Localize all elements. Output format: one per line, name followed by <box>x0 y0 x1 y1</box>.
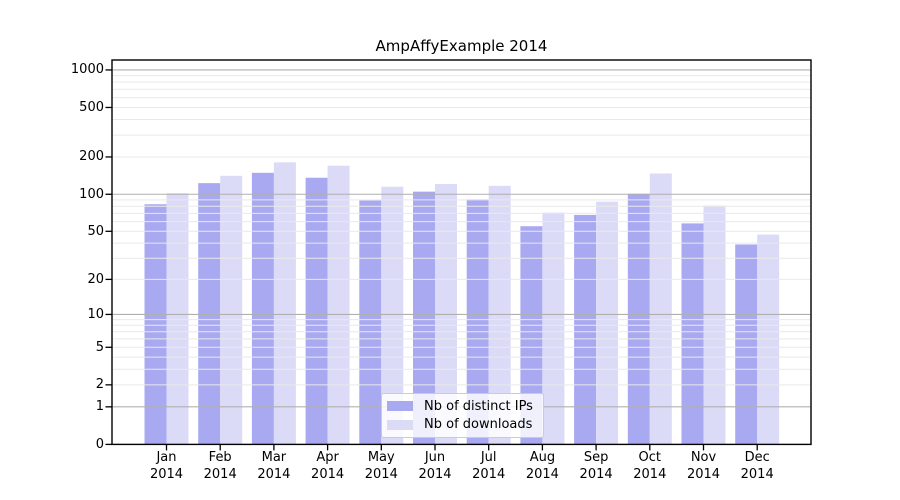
bar-downloads-may <box>381 186 404 445</box>
y-tick-label: 0 <box>95 436 104 452</box>
axes-border <box>111 59 812 446</box>
bar-distinct-ips-mar <box>251 172 274 445</box>
bar-distinct-ips-oct <box>627 193 650 445</box>
bar-downloads-dec <box>757 234 780 445</box>
y-tick-label: 1 <box>95 399 104 415</box>
x-tick-label-jul: Jul 2014 <box>472 450 506 482</box>
x-tick-label-mar: Mar 2014 <box>257 450 291 482</box>
legend-label-downloads: Nb of downloads <box>424 417 533 433</box>
x-tick-label-jan: Jan 2014 <box>149 450 184 482</box>
legend-swatch-downloads <box>387 419 413 430</box>
y-tick-label: 500 <box>79 99 104 115</box>
bar-distinct-ips-dec <box>735 244 758 445</box>
bar-distinct-ips-jun <box>413 191 435 445</box>
bar-downloads-mar <box>273 162 296 445</box>
y-tick-label: 200 <box>79 149 104 165</box>
bar-downloads-oct <box>649 173 672 445</box>
y-tick-label: 100 <box>79 186 104 202</box>
bar-distinct-ips-sep <box>574 214 597 445</box>
bar-distinct-ips-apr <box>305 177 328 445</box>
bar-distinct-ips-aug <box>520 226 543 445</box>
y-tick-label: 5 <box>95 339 104 355</box>
bar-downloads-apr <box>327 165 350 445</box>
x-tick-label-sep: Sep 2014 <box>579 450 613 482</box>
chart-title: AmpAffyExample 2014 <box>375 37 548 55</box>
bar-distinct-ips-jan <box>144 204 167 445</box>
y-tick-label: 10 <box>87 306 104 322</box>
x-tick-label-may: May 2014 <box>364 450 398 482</box>
legend-row-distinct-ips: Nb of distinct IPs <box>382 399 543 414</box>
bar-distinct-ips-may <box>359 200 382 445</box>
bar-downloads-aug <box>542 212 565 445</box>
bar-distinct-ips-feb <box>198 183 221 445</box>
legend-label-distinct-ips: Nb of distinct IPs <box>424 398 533 414</box>
y-tick-label: 50 <box>87 223 104 239</box>
x-tick-label-aug: Aug 2014 <box>525 450 559 482</box>
bar-downloads-jan <box>166 193 189 445</box>
x-tick-label-nov: Nov 2014 <box>686 450 721 482</box>
bar-downloads-feb <box>220 175 243 445</box>
bar-downloads-sep <box>596 201 619 445</box>
x-tick-label-jun: Jun 2014 <box>418 450 452 482</box>
y-tick-label: 2 <box>95 377 104 393</box>
y-tick-label: 1000 <box>70 62 104 78</box>
x-tick-label-apr: Apr 2014 <box>311 450 345 482</box>
legend-row-downloads: Nb of downloads <box>382 417 543 432</box>
bar-downloads-jul <box>488 185 511 445</box>
y-tick-label: 20 <box>87 271 104 287</box>
x-tick-label-oct: Oct 2014 <box>633 450 667 482</box>
legend: Nb of distinct IPs Nb of downloads <box>381 393 544 438</box>
x-tick-label-dec: Dec 2014 <box>740 450 774 482</box>
legend-swatch-distinct-ips <box>387 401 413 412</box>
bar-distinct-ips-jul <box>466 199 489 445</box>
bar-distinct-ips-nov <box>681 223 704 445</box>
x-tick-label-feb: Feb 2014 <box>203 450 237 482</box>
